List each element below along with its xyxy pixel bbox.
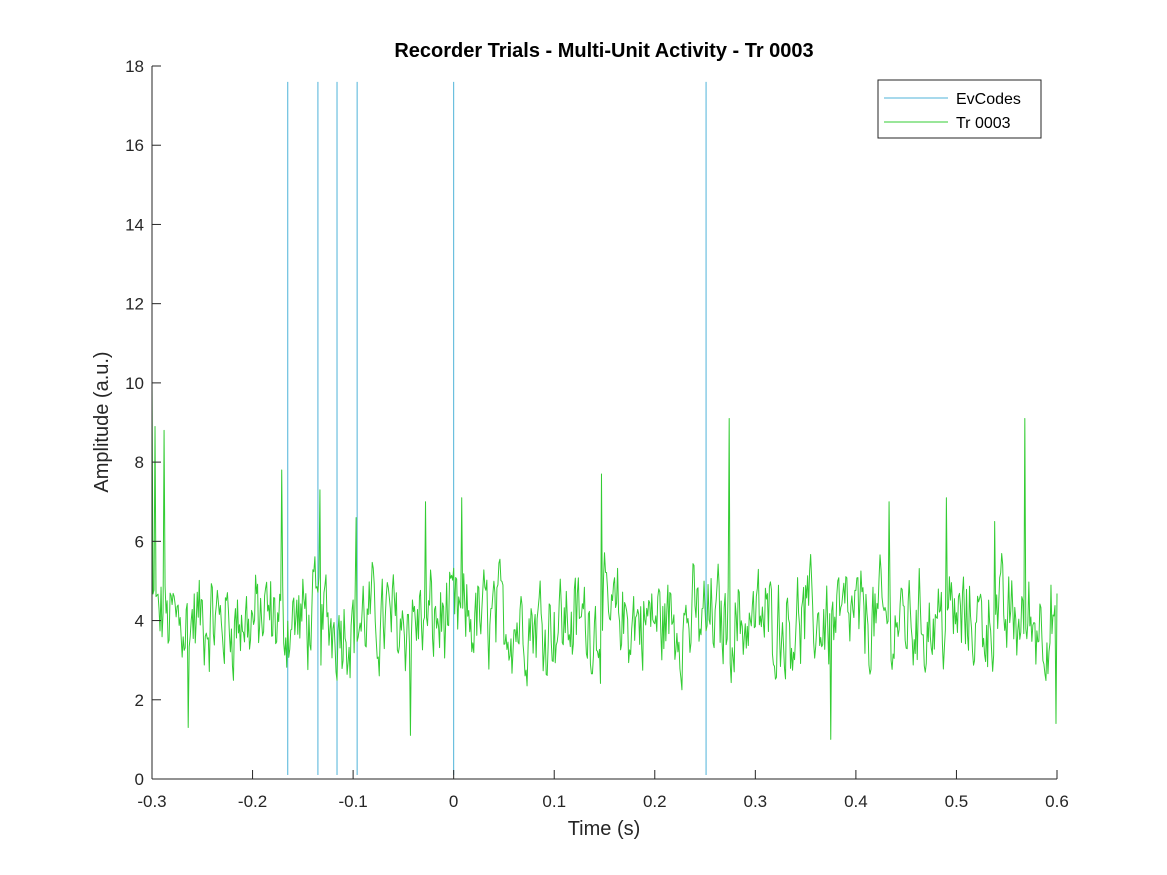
x-tick-label: 0.6 xyxy=(1045,792,1069,811)
legend-label-tr-0003: Tr 0003 xyxy=(956,115,1011,132)
x-tick-label: -0.2 xyxy=(238,792,267,811)
x-tick-label: -0.1 xyxy=(338,792,367,811)
x-axis-label: Time (s) xyxy=(568,818,641,840)
y-tick-label: 6 xyxy=(135,532,144,551)
x-tick-label: 0.1 xyxy=(542,792,566,811)
y-axis-label: Amplitude (a.u.) xyxy=(91,351,113,492)
y-tick-label: 4 xyxy=(135,612,144,631)
plot-area xyxy=(151,81,1058,776)
x-tick-label: 0.3 xyxy=(744,792,768,811)
x-tick-label: 0.4 xyxy=(844,792,868,811)
x-tick-label: 0 xyxy=(449,792,458,811)
x-tick-label: 0.2 xyxy=(643,792,667,811)
tr-0003-trace xyxy=(151,382,1058,740)
y-tick-label: 2 xyxy=(135,691,144,710)
y-tick-label: 10 xyxy=(125,374,144,393)
x-tick-label: -0.3 xyxy=(137,792,166,811)
legend-box xyxy=(877,79,1042,139)
y-tick-label: 16 xyxy=(125,136,144,155)
y-tick-label: 8 xyxy=(135,453,144,472)
y-tick-label: 18 xyxy=(125,57,144,76)
x-tick-label: 0.5 xyxy=(945,792,969,811)
legend-label-evcodes: EvCodes xyxy=(956,91,1021,108)
y-axis-ticks: 0 2 4 6 8 10 12 14 16 18 xyxy=(125,57,161,789)
x-axis-ticks: -0.3 -0.2 -0.1 0 0.1 0.2 0.3 0.4 0.5 0.6 xyxy=(137,770,1069,811)
axes xyxy=(151,66,1057,780)
y-tick-label: 12 xyxy=(125,295,144,314)
legend: EvCodes Tr 0003 xyxy=(877,79,1042,139)
y-tick-label: 0 xyxy=(135,770,144,789)
chart-title: Recorder Trials - Multi-Unit Activity - … xyxy=(394,40,813,62)
y-tick-label: 14 xyxy=(125,215,144,234)
